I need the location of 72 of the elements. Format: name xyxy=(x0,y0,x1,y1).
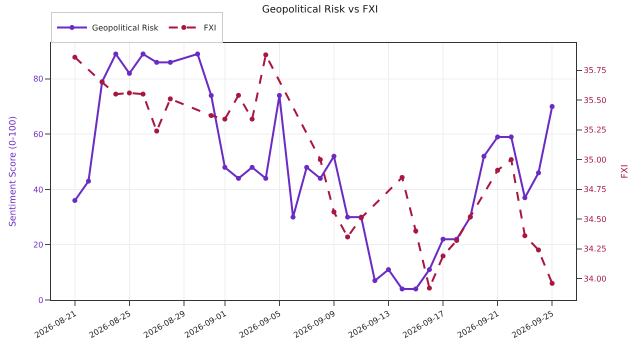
y2-tick-label: 34.25 xyxy=(584,244,607,254)
y-tick-label: 0 xyxy=(38,296,44,305)
point xyxy=(195,52,200,57)
point xyxy=(86,178,91,184)
point xyxy=(113,92,118,97)
y2-tick-label: 34.75 xyxy=(584,185,607,194)
point xyxy=(263,52,268,58)
point xyxy=(236,176,241,181)
point xyxy=(154,60,160,65)
y-tick-label: 80 xyxy=(33,74,44,84)
point xyxy=(72,54,78,60)
point xyxy=(72,198,78,204)
point xyxy=(481,154,486,159)
point xyxy=(400,174,405,180)
y-tick-label: 20 xyxy=(33,240,44,250)
point xyxy=(386,267,391,272)
point xyxy=(222,164,228,170)
point xyxy=(250,164,255,170)
point xyxy=(508,157,514,162)
point xyxy=(318,176,323,181)
point xyxy=(236,92,241,98)
point xyxy=(140,52,146,57)
point xyxy=(126,90,132,96)
point xyxy=(276,93,282,98)
point xyxy=(126,70,132,76)
legend-label: Geopolitical Risk xyxy=(92,24,159,33)
y2-tick-label: 35.00 xyxy=(584,155,607,164)
point xyxy=(168,96,173,102)
point xyxy=(550,280,555,286)
y-tick-label: 60 xyxy=(33,130,44,139)
point xyxy=(440,236,446,242)
point xyxy=(495,134,500,140)
point xyxy=(413,228,418,234)
point xyxy=(222,116,228,122)
point xyxy=(495,168,500,173)
point xyxy=(440,253,446,258)
y2-tick-label: 35.75 xyxy=(584,66,607,76)
y-tick-label: 40 xyxy=(33,185,44,194)
point xyxy=(345,214,350,220)
chart-title: Geopolitical Risk vs FXI xyxy=(262,4,378,16)
point xyxy=(550,104,555,110)
point xyxy=(536,248,541,253)
point xyxy=(290,214,296,220)
point xyxy=(413,286,418,292)
point xyxy=(250,116,255,122)
point xyxy=(508,134,514,140)
y-axis-title: Sentiment Score (0-100) xyxy=(8,116,19,227)
point xyxy=(426,267,432,272)
point xyxy=(154,128,160,134)
point xyxy=(372,278,378,284)
point xyxy=(536,170,541,176)
point xyxy=(140,92,146,97)
y2-tick-label: 34.00 xyxy=(584,274,607,284)
y2-tick-label: 35.25 xyxy=(584,126,607,135)
point xyxy=(304,164,310,170)
y2-tick-label: 34.50 xyxy=(584,214,607,224)
point xyxy=(522,233,528,238)
point xyxy=(208,93,214,98)
point xyxy=(113,52,118,57)
y2-axis-title: FXI xyxy=(620,164,630,178)
point xyxy=(426,286,432,291)
point xyxy=(331,154,336,159)
legend-label: FXI xyxy=(204,24,216,33)
point xyxy=(345,234,350,240)
point xyxy=(400,286,405,292)
y2-tick-label: 35.50 xyxy=(584,96,607,105)
point xyxy=(168,60,173,65)
point xyxy=(263,176,268,181)
point xyxy=(522,195,528,200)
point xyxy=(208,113,214,118)
point xyxy=(318,157,323,162)
point xyxy=(331,209,336,214)
